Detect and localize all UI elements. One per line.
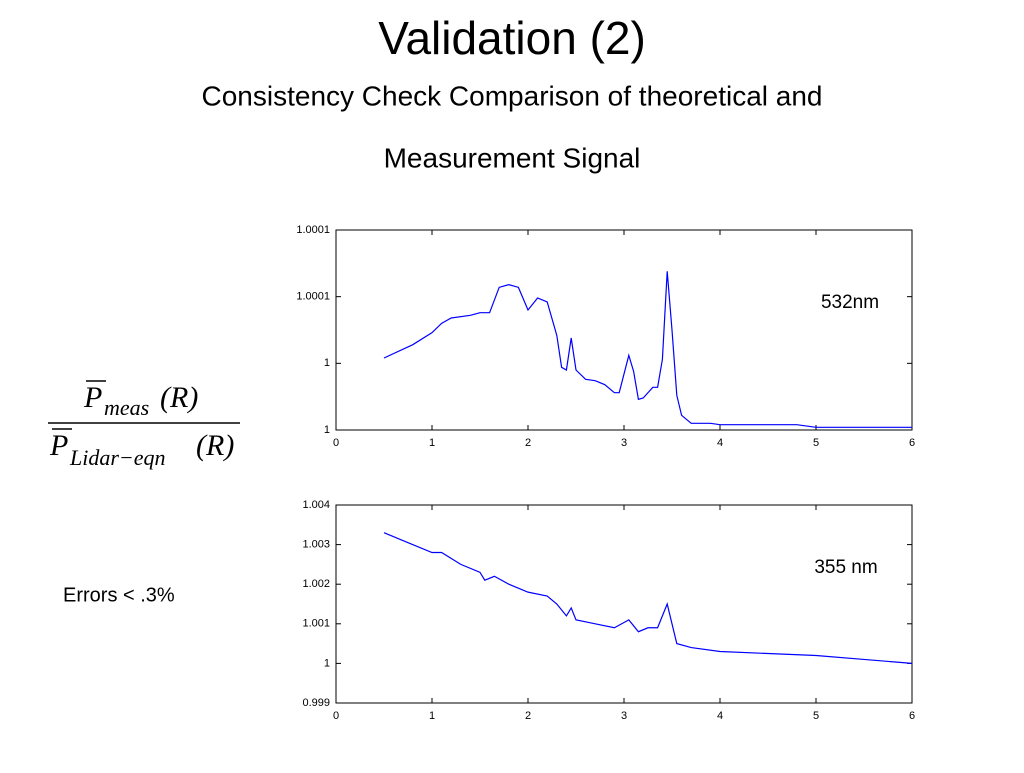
x-tick-label: 2 — [525, 437, 531, 449]
formula-subscript: meas — [104, 395, 149, 420]
annotation: 532nm — [821, 292, 879, 313]
y-tick-label: 1.002 — [302, 578, 330, 590]
x-tick-label: 6 — [909, 437, 915, 449]
x-tick-label: 1 — [429, 437, 435, 449]
x-tick-label: 0 — [333, 710, 339, 722]
formula-subscript: Lidar−eqn — [69, 445, 166, 470]
plot-frame — [335, 229, 913, 431]
data-line — [383, 271, 912, 428]
x-tick-label: 2 — [525, 710, 531, 722]
y-tick-label: 1 — [324, 657, 330, 669]
x-tick-label: 3 — [621, 437, 627, 449]
subtitle: Consistency Check Comparison of theoreti… — [202, 80, 823, 111]
annotation: 355 nm — [814, 557, 877, 578]
slide-title: Validation (2) — [378, 12, 646, 64]
x-tick-label: 5 — [813, 437, 819, 449]
y-tick-label: 0.999 — [302, 697, 330, 709]
y-tick-label: 1.0001 — [296, 224, 330, 236]
y-tick-label: 1.004 — [302, 499, 330, 511]
subtitle: Measurement Signal — [384, 142, 641, 173]
formula-symbol: P — [83, 381, 102, 414]
y-tick-label: 1.003 — [302, 539, 330, 551]
formula-argument: (R) — [160, 381, 198, 414]
note: Errors < .3% — [63, 584, 175, 606]
y-tick-label: 1.0001 — [296, 291, 330, 303]
x-tick-label: 6 — [909, 710, 915, 722]
x-tick-label: 4 — [717, 710, 723, 722]
y-tick-label: 1 — [324, 424, 330, 436]
x-tick-label: 0 — [333, 437, 339, 449]
formula: P meas (R) P Lidar−eqn (R) — [48, 380, 240, 470]
data-line — [383, 532, 913, 664]
formula-symbol: P — [49, 429, 68, 462]
plot-frame — [335, 504, 913, 704]
x-tick-label: 3 — [621, 710, 627, 722]
x-tick-label: 1 — [429, 710, 435, 722]
formula-argument: (R) — [196, 429, 234, 462]
x-tick-label: 4 — [717, 437, 723, 449]
x-tick-label: 5 — [813, 710, 819, 722]
y-tick-label: 1 — [324, 357, 330, 369]
y-tick-label: 1.001 — [302, 618, 330, 630]
